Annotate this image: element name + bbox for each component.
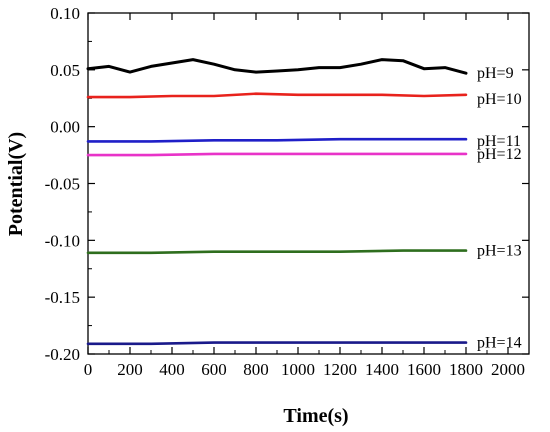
series-line-ph-9	[86, 58, 468, 75]
series-line-ph-14	[86, 341, 468, 346]
x-tick-label: 1800	[449, 360, 483, 379]
series-lines	[86, 58, 468, 346]
x-tick-label: 200	[117, 360, 143, 379]
x-tick-label: 0	[84, 360, 93, 379]
x-tick-label: 1200	[323, 360, 357, 379]
y-tick-label: -0.05	[45, 175, 80, 194]
y-tick-label: 0.00	[50, 118, 80, 137]
x-tick-label: 2000	[491, 360, 525, 379]
y-axis-title: Potential(V)	[5, 132, 27, 236]
x-tick-label: 800	[243, 360, 269, 379]
y-tick-label: 0.10	[50, 4, 80, 23]
series-line-ph-10	[86, 92, 468, 99]
series-line-ph-12	[86, 152, 468, 157]
plot-frame	[87, 12, 530, 355]
x-tick-label: 1600	[407, 360, 441, 379]
y-tick-label: -0.15	[45, 288, 80, 307]
x-tick-label: 600	[201, 360, 227, 379]
series-label: pH=13	[477, 243, 522, 260]
x-axis: 0 200 400 600 800 1000 1200 1400 1600 1800 2000	[84, 13, 525, 379]
series-line-ph-13	[86, 249, 468, 255]
x-tick-label: 400	[159, 360, 185, 379]
y-tick-label: -0.10	[45, 231, 80, 250]
x-tick-label: 1400	[365, 360, 399, 379]
series-label: pH=10	[477, 91, 522, 108]
y-tick-label: 0.05	[50, 61, 80, 80]
y-axis: -0.20 -0.15 -0.10 -0.05 0.00 0.05 0.10	[45, 4, 529, 364]
y-tick-label: -0.20	[45, 345, 80, 364]
x-axis-title: Time(s)	[283, 405, 348, 427]
series-label: pH=11	[477, 133, 521, 150]
series-line-ph-11	[86, 137, 468, 143]
x-tick-label: 1000	[281, 360, 315, 379]
series-label: pH=12	[477, 146, 522, 163]
series-label: pH=9	[477, 65, 514, 82]
series-label: pH=14	[477, 335, 522, 352]
